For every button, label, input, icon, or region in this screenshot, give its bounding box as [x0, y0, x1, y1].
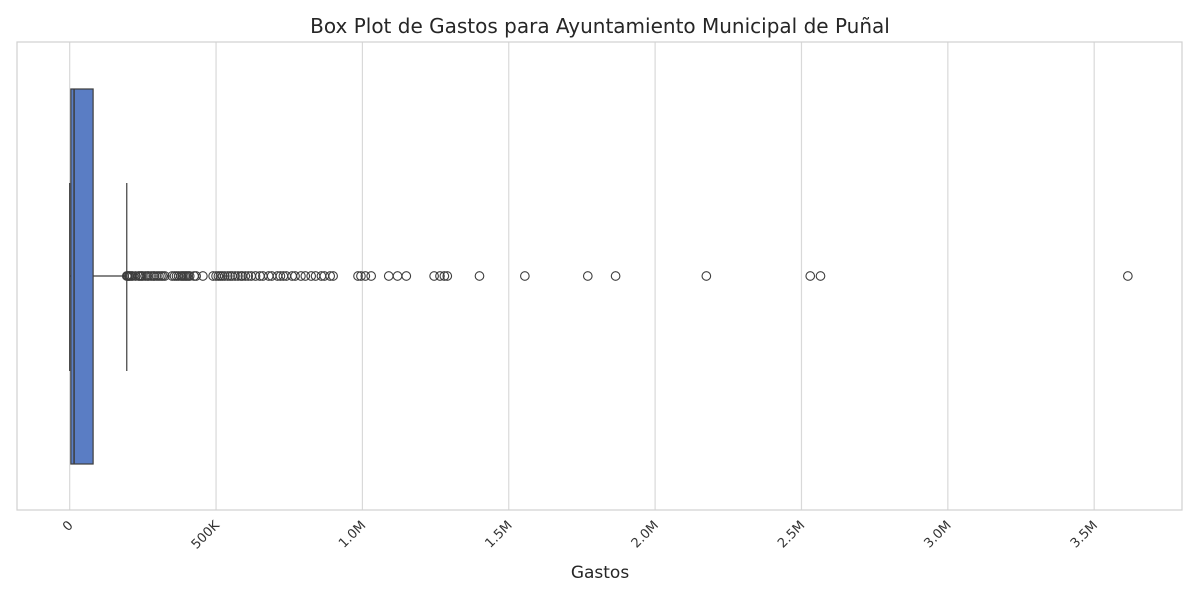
x-axis-label: Gastos	[571, 563, 630, 583]
outlier-point	[1122, 271, 1133, 281]
x-tick-labels: 0 500K 1.0M 1.5M 2.0M 2.5M 3.0M 3.5M	[60, 518, 1101, 553]
outlier-point	[296, 271, 306, 281]
outlier-point	[582, 271, 593, 281]
outlier-point	[300, 271, 311, 281]
outlier-point	[130, 271, 141, 281]
x-tick-label: 2.5M	[775, 518, 808, 551]
outliers	[121, 271, 1133, 281]
outlier-point	[429, 271, 439, 281]
outlier-point	[250, 271, 261, 281]
outlier-point	[222, 271, 233, 281]
outlier-point	[353, 271, 363, 281]
x-tick-label: 500K	[189, 518, 224, 553]
outlier-point	[243, 271, 254, 281]
outlier-point	[275, 271, 286, 281]
outlier-point	[392, 271, 403, 281]
outlier-point	[325, 271, 336, 281]
x-tick-label: 2.0M	[629, 518, 662, 551]
x-tick-label: 3.5M	[1068, 518, 1101, 551]
x-tick-label: 1.0M	[336, 518, 369, 551]
outlier-point	[208, 271, 218, 281]
outlier-point	[383, 271, 394, 281]
outlier-point	[435, 271, 445, 281]
outlier-point	[191, 271, 201, 281]
outlier-point	[159, 271, 170, 281]
outlier-point	[610, 271, 621, 281]
outlier-point	[240, 271, 251, 281]
outlier-point	[306, 271, 317, 281]
outlier-point	[474, 271, 485, 281]
outlier-point	[360, 271, 371, 281]
x-tick-label: 1.5M	[482, 518, 515, 551]
plot-frame	[16, 41, 1183, 511]
outlier-point	[290, 271, 300, 281]
outlier-point	[366, 271, 377, 281]
outlier-point	[328, 271, 338, 281]
x-tick-label: 3.0M	[922, 518, 955, 551]
outlier-point	[184, 271, 195, 281]
chart-title: Box Plot de Gastos para Ayuntamiento Mun…	[310, 14, 890, 38]
outlier-point	[520, 271, 530, 281]
x-tick-label: 0	[60, 518, 76, 534]
outlier-point	[815, 271, 826, 281]
outlier-point	[198, 271, 208, 281]
outlier-point	[356, 271, 366, 281]
outlier-point	[233, 271, 243, 281]
outlier-point	[442, 271, 453, 281]
outlier-point	[439, 271, 450, 281]
box-iqr	[70, 88, 94, 465]
box	[70, 88, 94, 465]
outlier-point	[217, 271, 228, 281]
outlier-point	[401, 271, 412, 281]
outlier-point	[805, 271, 816, 281]
outlier-point	[230, 271, 240, 281]
outlier-point	[219, 271, 230, 281]
outlier-point	[701, 271, 712, 281]
